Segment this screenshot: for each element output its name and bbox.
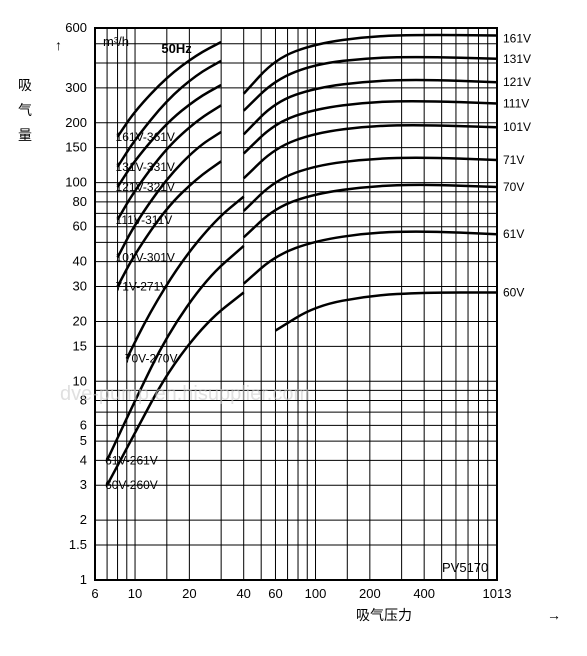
freq-label: 50Hz (161, 41, 192, 56)
x-tick: 400 (413, 586, 435, 601)
y-axis-label-1: 吸 (18, 77, 32, 93)
x-tick: 100 (305, 586, 327, 601)
right-label: 111V (503, 97, 529, 111)
right-label: 70V (503, 180, 524, 194)
right-label: 101V (503, 120, 531, 134)
y-unit: m³/h (103, 34, 129, 49)
left-label: 61V-261V (105, 453, 158, 467)
curve-70V (244, 185, 497, 238)
left-label: 70V-270V (125, 352, 178, 366)
left-label: 101V-301V (116, 250, 175, 264)
x-tick: 200 (359, 586, 381, 601)
y-tick: 150 (65, 140, 87, 155)
y-tick: 80 (73, 194, 87, 209)
left-label: 131V-331V (116, 160, 175, 174)
y-tick: 1 (80, 572, 87, 587)
x-tick: 40 (236, 586, 250, 601)
y-tick: 6 (80, 417, 87, 432)
x-tick: 20 (182, 586, 196, 601)
x-axis-label: 吸气压力 (356, 607, 412, 623)
curve-60V (275, 292, 497, 330)
y-tick: 300 (65, 80, 87, 95)
x-arrow-label: → (547, 607, 561, 623)
right-label: 131V (503, 52, 531, 66)
left-label: 121V-321V (116, 180, 175, 194)
y-tick: 15 (73, 338, 87, 353)
right-label: 161V (503, 32, 531, 46)
x-tick: 60 (268, 586, 282, 601)
y-tick: 200 (65, 115, 87, 130)
y-tick: 4 (80, 452, 87, 467)
x-tick: 10 (128, 586, 142, 601)
right-label: 121V (503, 75, 531, 89)
right-label: 61V (503, 227, 524, 241)
left-label: 161V-361V (116, 130, 175, 144)
y-tick: 5 (80, 433, 87, 448)
y-axis-label-3: 量 (18, 127, 32, 143)
curve-71V (244, 158, 497, 211)
y-tick: 1.5 (69, 537, 87, 552)
y-tick: 40 (73, 254, 87, 269)
watermark: dve-pump.en.hisupplier.com (60, 383, 310, 405)
y-axis-label-2: 气 (18, 102, 32, 118)
y-tick: 3 (80, 477, 87, 492)
left-label: 111V-311V (116, 213, 173, 227)
y-tick: 600 (65, 20, 87, 35)
y-tick: 2 (80, 512, 87, 527)
y-tick: 20 (73, 313, 87, 328)
y-tick: 30 (73, 279, 87, 294)
right-label: 60V (503, 285, 524, 299)
y-tick: 60 (73, 219, 87, 234)
left-label: 60V-260V (105, 478, 158, 492)
y-arrow: ↑ (55, 37, 62, 53)
left-label: 71V-271V (116, 280, 169, 294)
x-tick: 1013 (483, 586, 512, 601)
right-label: 71V (503, 153, 524, 167)
curve-101V (244, 125, 497, 178)
x-tick: 6 (91, 586, 98, 601)
y-tick: 100 (65, 175, 87, 190)
curve-61V (244, 232, 497, 284)
model-label: PV5170 (442, 560, 488, 575)
